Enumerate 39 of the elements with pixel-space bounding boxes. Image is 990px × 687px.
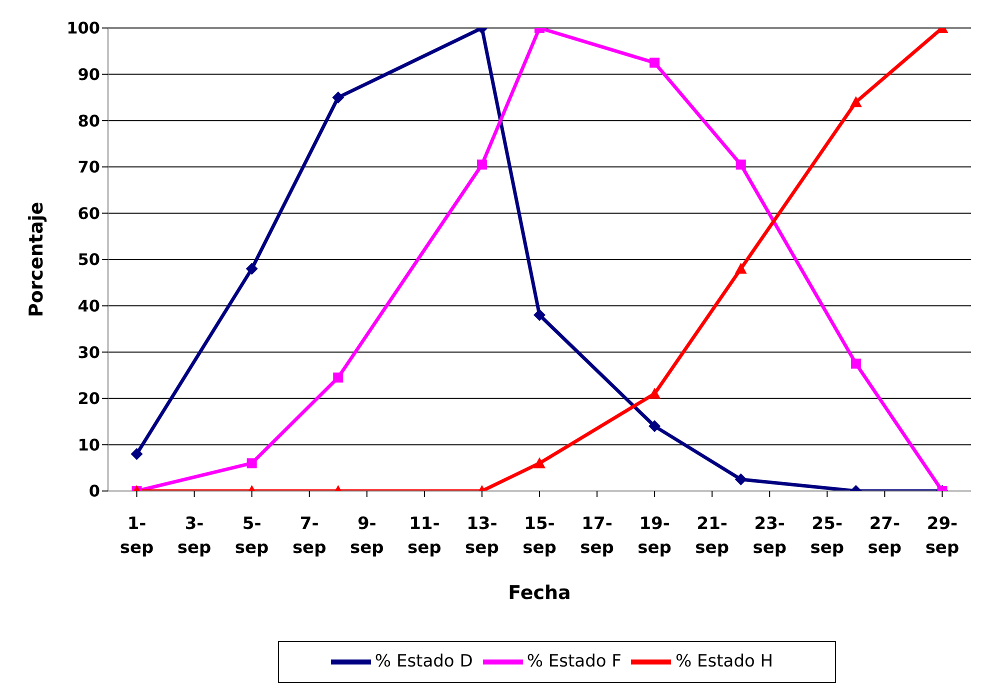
x-tick-label: 15-sep: [522, 514, 556, 558]
y-tick-label: 60: [78, 204, 100, 223]
x-tick-label: 5-sep: [234, 514, 269, 558]
x-tick-label: 17-sep: [580, 514, 614, 558]
legend-label: % Estado D: [374, 652, 473, 672]
point: [534, 309, 546, 322]
y-tick-label: 40: [78, 296, 100, 316]
point: [734, 262, 747, 274]
x-tick-label: 25-sep: [810, 514, 844, 558]
y-axis-title: Porcentaje: [26, 202, 48, 318]
y-tick-label: 20: [78, 389, 100, 408]
y-tick-label: 10: [78, 435, 100, 454]
x-axis-title: Fecha: [508, 582, 571, 604]
x-tick-label: 27-sep: [868, 514, 902, 558]
legend-label: % Estado H: [675, 652, 774, 672]
point: [333, 372, 344, 383]
x-tick-label: 21-sep: [695, 514, 730, 558]
y-tick-label: 30: [78, 342, 100, 362]
point: [648, 388, 661, 399]
point: [850, 358, 861, 369]
y-tick-label: 0: [88, 482, 100, 501]
x-tick-label: 1-sep: [120, 514, 154, 558]
y-tick-label: 50: [78, 250, 100, 270]
x-tick-label: 7-sep: [292, 514, 326, 558]
x-tick-label: 13-sep: [465, 514, 499, 558]
x-tick-label: 23-sep: [752, 514, 787, 558]
x-tick-label: 29-sep: [925, 514, 960, 558]
legend-label: % Estado F: [526, 652, 622, 672]
x-tick-label: 3-sep: [177, 514, 212, 558]
y-tick-label: 100: [66, 18, 100, 38]
point: [736, 160, 746, 170]
x-tick-label: 19-sep: [638, 514, 672, 558]
y-tick-label: 80: [78, 111, 100, 130]
point: [246, 262, 258, 275]
x-tick-label: 11-sep: [408, 514, 442, 558]
x-tick-label: 9-sep: [350, 514, 384, 558]
y-tick-label: 90: [78, 64, 100, 84]
y-tick-label: 70: [78, 158, 100, 177]
point: [476, 160, 487, 170]
